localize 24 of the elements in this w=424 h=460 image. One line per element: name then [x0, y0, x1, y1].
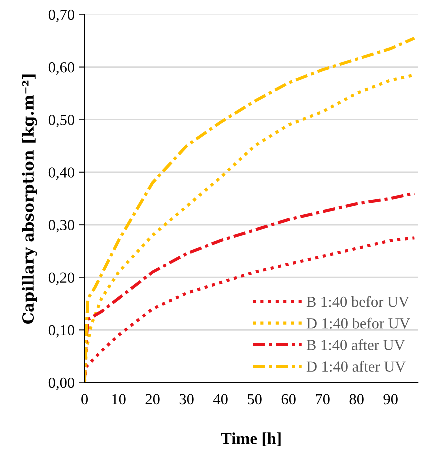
x-tick-label: 0	[82, 394, 88, 405]
x-tick-label: 70	[316, 394, 330, 405]
y-tick-label: 0,20	[48, 272, 74, 286]
legend-label: D 1:40 after UV	[306, 361, 406, 372]
x-axis-title: Time [h]	[221, 432, 281, 446]
x-tick-label: 50	[248, 394, 262, 405]
x-tick-label: 10	[112, 394, 126, 405]
y-tick-label: 0,10	[48, 325, 74, 338]
legend-label: B 1:40 befor UV	[306, 296, 410, 308]
x-tick-label: 90	[384, 394, 398, 405]
y-tick-label: 0,50	[48, 115, 74, 128]
y-tick-label: 0,30	[48, 220, 74, 233]
x-tick-label: 20	[146, 394, 160, 405]
y-tick-label: 0,00	[48, 378, 74, 390]
x-tick-label: 30	[180, 394, 194, 405]
y-tick-label: 0,40	[48, 168, 74, 180]
y-tick-label: 0,70	[48, 10, 74, 22]
x-tick-label: 60	[282, 394, 296, 405]
y-tick-label: 0,60	[48, 62, 74, 75]
x-tick-label: 80	[350, 394, 364, 405]
x-tick-label: 40	[213, 394, 228, 405]
y-axis-title: Capillary absorption [kg.m⁻²]	[22, 74, 38, 324]
legend-label: B 1:40 after UV	[306, 339, 406, 350]
legend-label: D 1:40 befor UV	[306, 318, 410, 329]
